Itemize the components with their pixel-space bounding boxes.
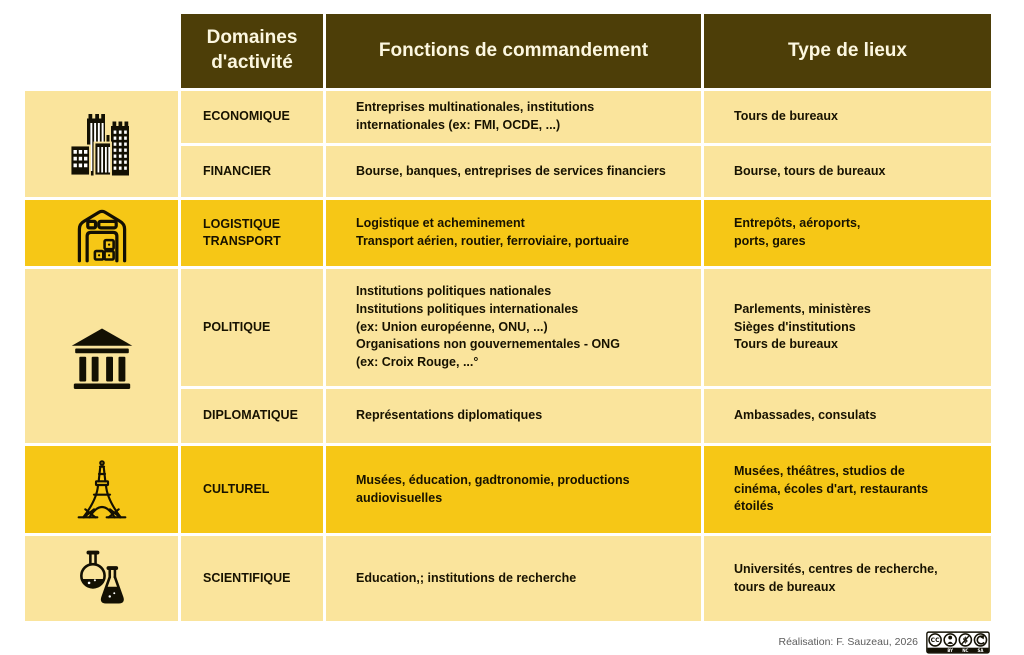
domain-culturel: CULTUREL [181,446,323,533]
icon-cell-logistique [25,200,178,266]
icon-cell-politique [25,269,178,443]
places-diplomatique: Ambassades, consulats [704,389,991,443]
places-economique: Tours de bureaux [704,91,991,143]
city-buildings-icon [66,88,138,200]
icon-cell-scientifique [25,536,178,621]
credit-text: Réalisation: F. Sauzeau, 2026 [778,636,918,648]
domains-table: Domaines d'activité Fonctions de command… [25,14,991,621]
places-scientifique: Universités, centres de recherche, tours… [704,536,991,621]
places-politique: Parlements, ministères Sièges d'institut… [704,269,991,386]
functions-culturel: Musées, éducation, gadtronomie, producti… [326,446,701,533]
domain-diplomatique: DIPLOMATIQUE [181,389,323,443]
header-domains: Domaines d'activité [181,14,323,88]
cc-by-nc-sa-license-badge: CC $ BY NC SA [926,630,990,654]
icon-cell-culturel [25,446,178,533]
functions-scientifique: Education,; institutions de recherche [326,536,701,621]
svg-text:CC: CC [931,637,940,644]
license-nc-label: NC [962,647,968,652]
domain-logistique: LOGISTIQUE TRANSPORT [181,200,323,266]
domain-economique: ECONOMIQUE [181,91,323,143]
functions-financier: Bourse, banques, entreprises de services… [326,146,701,197]
domain-financier: FINANCIER [181,146,323,197]
domain-politique: POLITIQUE [181,269,323,386]
license-sa-label: SA [978,647,985,652]
header-functions: Fonctions de commandement [326,14,701,88]
chemistry-flasks-icon [71,530,133,628]
eiffel-tower-icon [70,440,134,540]
domain-scientifique: SCIENTIFIQUE [181,536,323,621]
government-building-icon [69,305,135,407]
functions-economique: Entreprises multinationales, institution… [326,91,701,143]
warehouse-icon [71,184,133,282]
functions-politique: Institutions politiques nationales Insti… [326,269,701,386]
places-culturel: Musées, théâtres, studios de cinéma, éco… [704,446,991,533]
header-places: Type de lieux [704,14,991,88]
icon-cell-economique [25,91,178,197]
functions-logistique: Logistique et acheminement Transport aér… [326,200,701,266]
footer: Réalisation: F. Sauzeau, 2026 CC $ BY NC… [778,630,990,654]
license-by-label: BY [947,647,953,652]
places-logistique: Entrepôts, aéroports, ports, gares [704,200,991,266]
places-financier: Bourse, tours de bureaux [704,146,991,197]
functions-diplomatique: Représentations diplomatiques [326,389,701,443]
